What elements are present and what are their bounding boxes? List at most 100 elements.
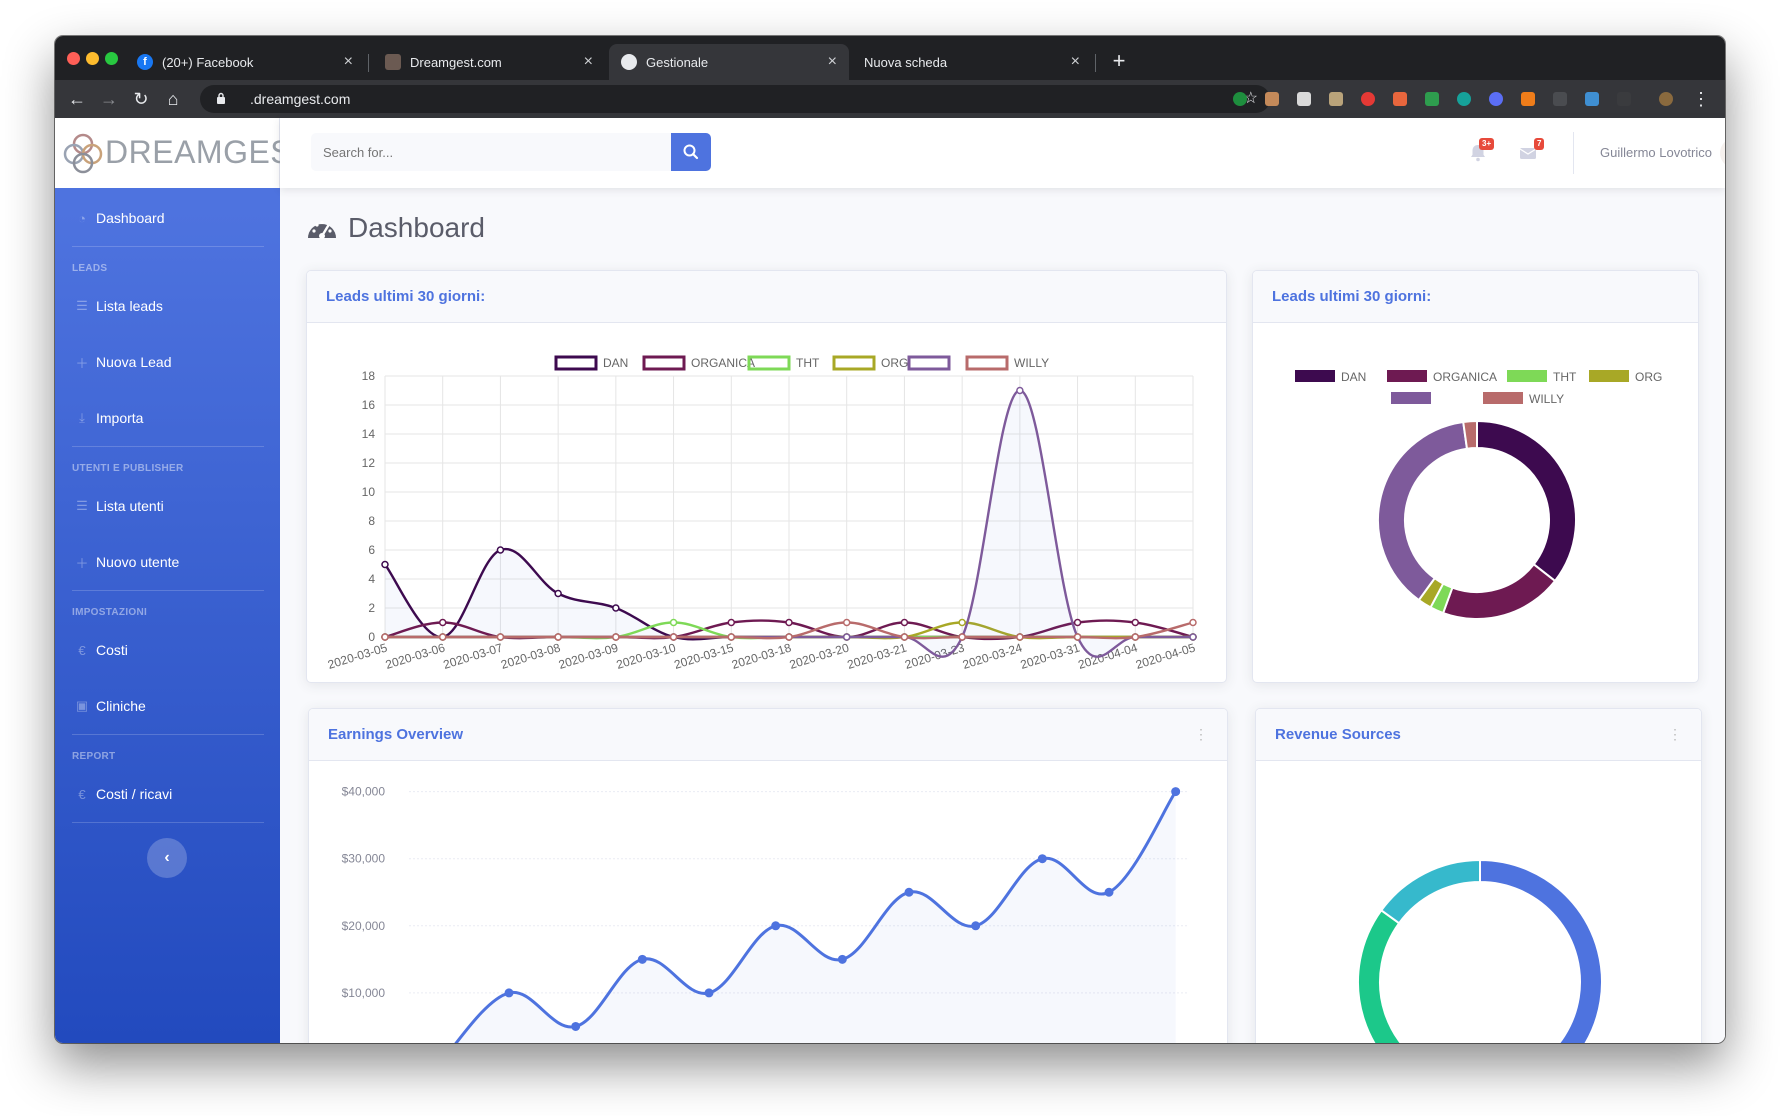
sidebar-item-dashboard[interactable]: ◔ Dashboard [55,198,280,238]
profile-avatar-icon[interactable] [1659,92,1673,106]
sidebar-item-label: Cliniche [96,698,146,714]
sidebar-item-costi-ricavi[interactable]: € Costi / ricavi [55,774,280,814]
revenue-donut-slice [1479,858,1603,1043]
close-tab-icon[interactable]: × [1070,53,1080,70]
plus-icon: ＋ [75,355,89,371]
data-point [554,589,562,598]
search-button[interactable] [671,133,711,171]
tab-dreamgest[interactable]: Dreamgest.com × [373,44,605,80]
home-icon[interactable]: ⌂ [167,89,179,109]
euro-icon: € [78,786,86,802]
maximize-window-button[interactable] [105,52,118,65]
data-point [612,633,620,641]
extension-icon[interactable] [1489,92,1503,106]
data-point [1016,633,1024,641]
y-tick-label: 16 [362,398,376,412]
data-point [1189,618,1197,627]
tab-gestionale[interactable]: Gestionale × [609,44,849,80]
extension-icon[interactable] [1425,92,1439,106]
data-point [669,618,678,627]
sidebar-item-nuovo-utente[interactable]: ＋ Nuovo utente [55,542,280,582]
extension-icon[interactable] [1297,92,1311,106]
back-icon[interactable]: ← [68,89,86,109]
search-input[interactable] [311,133,671,171]
extension-icon[interactable] [1585,92,1599,106]
lock-icon [217,92,225,104]
extension-icon[interactable] [1361,92,1375,106]
extension-icon[interactable] [1329,92,1343,106]
earnings-area-chart: $10,000 $20,000 $30,000 $40,000 [342,785,1189,1043]
y-tick-label: $40,000 [342,785,386,799]
close-tab-icon[interactable]: × [343,53,353,70]
sidebar-item-importa[interactable]: ⤓ Importa [55,398,280,438]
y-tick-label: 12 [362,456,376,470]
y-tick-label: 6 [368,543,375,557]
extension-icon[interactable] [1521,92,1535,106]
legend-label: THT [1553,370,1577,384]
sidebar-item-cliniche[interactable]: ▣ Cliniche [55,686,280,726]
legend-label: DAN [1341,370,1366,384]
y-tick-label: 4 [368,572,375,586]
sidebar-item-lista-utenti[interactable]: ☰ Lista utenti [55,486,280,526]
series-area [385,549,1193,640]
more-options-icon[interactable]: ⋮ [1194,726,1208,742]
close-tab-icon[interactable]: × [827,53,837,70]
plus-icon: ＋ [75,555,89,571]
tab-facebook[interactable]: f (20+) Facebook × [125,44,365,80]
user-name[interactable]: Guillermo Lovotrico [1600,145,1712,160]
tab-nuova-scheda[interactable]: Nuova scheda × [852,44,1092,80]
data-point [669,633,678,641]
card-title: Earnings Overview [328,726,464,743]
data-point [1073,618,1082,627]
data-point [1104,887,1114,897]
y-tick-label: 10 [362,485,376,499]
sidebar-item-costi[interactable]: € Costi [55,630,280,670]
brand-logo[interactable]: DREAMGEST [55,118,312,188]
data-point [1171,787,1181,797]
tab-strip: f (20+) Facebook × Dreamgest.com × Gesti… [55,36,1725,80]
data-point [727,633,736,641]
close-tab-icon[interactable]: × [583,53,593,70]
close-window-button[interactable] [67,52,80,65]
extension-icon[interactable] [1393,92,1407,106]
extension-icon[interactable] [1457,92,1471,106]
legend-label: WILLY [1014,356,1049,370]
page-title: Dashboard [306,212,485,244]
address-bar[interactable]: .dreamgest.com ☆ [200,85,1270,113]
sidebar-item-label: Costi / ricavi [96,786,173,802]
data-point [496,546,505,554]
reload-icon[interactable]: ↻ [133,89,149,109]
leads-donut-slice [1476,419,1577,583]
more-options-icon[interactable]: ⋮ [1668,726,1682,742]
data-point [381,633,389,641]
new-tab-button[interactable]: + [1112,48,1126,73]
alerts-badge: 3+ [1479,138,1495,150]
legend-swatch [1507,370,1547,382]
extension-icon[interactable] [1233,92,1247,106]
sidebar-item-label: Nuovo utente [96,554,180,570]
envelope-icon[interactable] [1517,142,1539,164]
sidebar-item-nuova-lead[interactable]: ＋ Nuova Lead [55,342,280,382]
tachometer-icon: ◔ [78,210,86,226]
browser-menu-icon[interactable]: ⋮ [1692,89,1710,109]
forward-icon[interactable]: → [100,89,118,109]
sidebar-toggle-button[interactable]: ‹ [147,838,187,878]
data-point [381,560,389,569]
extension-icon[interactable] [1617,92,1631,106]
x-tick-label: 2020-03-31 [1019,640,1082,671]
extension-icon[interactable] [1265,92,1279,106]
avatar[interactable] [1720,138,1725,168]
x-tick-label: 2020-03-20 [788,640,851,671]
leads-line-chart: 0246810121416182020-03-052020-03-062020-… [326,355,1197,672]
extension-icon[interactable] [1553,92,1567,106]
url-text: .dreamgest.com [250,91,351,107]
tachometer-icon [308,220,336,239]
minimize-window-button[interactable] [86,52,99,65]
bookmark-star-icon[interactable]: ☆ [1243,90,1258,107]
legend-label: DAN [603,356,628,370]
x-tick-label: 2020-03-05 [326,640,389,671]
sidebar-item-lista-leads[interactable]: ☰ Lista leads [55,286,280,326]
data-point [1131,618,1140,627]
logo-text: DREAMGEST [105,134,313,170]
toolbar: ← → ↻ ⌂ .dreamgest.com ☆ ⋮ [55,80,1725,118]
